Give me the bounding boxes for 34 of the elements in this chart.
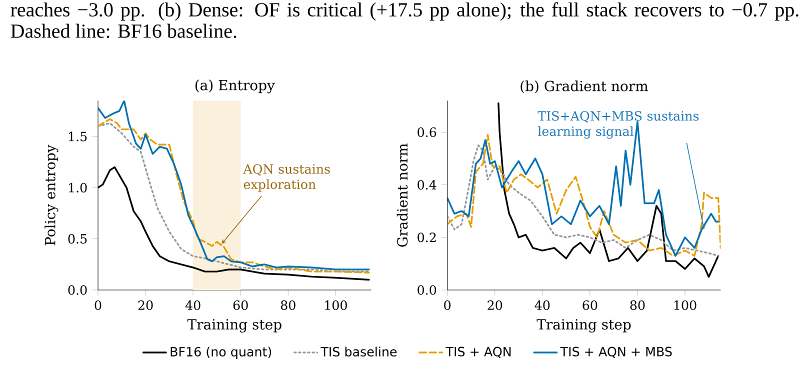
x-axis-title: Training step — [536, 319, 631, 333]
chart-title: (b) Gradient norm — [520, 80, 648, 94]
y-tick-label: 0.6 — [418, 127, 436, 138]
text: reaches −3.0 pp. (b) Dense: OF is critical (+17.5 pp alone); the full stack recovers to −0.7 pp. Dashed line: BF16 baseline. — [10, 2, 798, 38]
legend-label: TIS + AQN — [446, 346, 511, 358]
x-tick-label: 80 — [280, 300, 296, 310]
y-axis-title: Policy entropy — [44, 144, 58, 246]
x-tick-label: 40 — [185, 300, 200, 310]
legend-label: TIS baseline — [320, 346, 397, 357]
chart-title: (a) Entropy — [195, 80, 275, 94]
x-tick-label: 100 — [325, 300, 347, 310]
x-tick-label: 40 — [534, 300, 550, 310]
x-tick-label: 80 — [630, 300, 645, 310]
legend-label: TIS + AQN + MBS — [560, 346, 672, 358]
x-tick-label: 20 — [138, 300, 153, 310]
x-tick-label: 20 — [488, 300, 502, 310]
y-tick-label: 1.0 — [69, 182, 87, 192]
y-tick-label: 0.4 — [418, 180, 436, 190]
line-series — [498, 102, 720, 278]
y-tick-label: 0.5 — [68, 234, 87, 244]
y-tick-label: 1.5 — [69, 132, 87, 142]
x-tick-label: 0 — [444, 300, 451, 310]
x-axis-title: Training step — [187, 319, 282, 333]
annotation: TIS+AQN+MBS sustains learning signal — [538, 111, 699, 139]
x-tick-label: 100 — [674, 300, 696, 310]
x-tick-label: 60 — [582, 300, 598, 310]
y-axis-title: Gradient norm — [396, 144, 408, 247]
y-tick-label: 0.2 — [418, 232, 436, 242]
x-tick-label: 0 — [94, 300, 102, 310]
annotation: AQN sustains exploration — [243, 164, 330, 192]
legend-label: BF16 (no quant) — [170, 346, 272, 359]
x-tick-label: 60 — [233, 300, 248, 310]
y-tick-label: 0.0 — [68, 285, 87, 295]
y-tick-label: 0.0 — [418, 285, 436, 295]
